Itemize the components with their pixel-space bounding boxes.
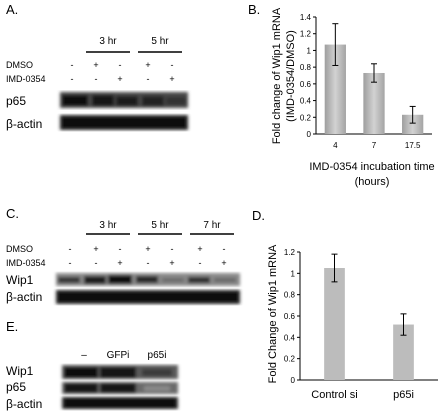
- panel-e-blot-actin: [62, 397, 178, 409]
- panel-c-row-imd: IMD-0354: [6, 258, 46, 268]
- chart-b-category-label: 4: [333, 141, 338, 150]
- panel-a-sign-r0-l3: +: [145, 60, 150, 70]
- panel-a-sign-r0-l2: -: [119, 60, 122, 70]
- chart-d-ytick-label: 1.2: [284, 248, 296, 257]
- panel-a-blot-actin: [60, 115, 188, 130]
- panel-e-label: E.: [6, 319, 18, 334]
- panel-c-blot-label-wip1: Wip1: [6, 273, 34, 287]
- chart-d-ytick-label: 0.2: [284, 355, 296, 364]
- chart-b-category-label: 17.5: [405, 141, 421, 150]
- panel-e-lane-control: –: [81, 350, 87, 361]
- chart-d-ylabel: Fold Change of Wip1 mRNA: [267, 244, 279, 383]
- panel-a-row-imd: IMD-0354: [6, 74, 46, 84]
- panel-c-row-dmso: DMSO: [6, 244, 33, 254]
- panel-e-blot-label-p65: p65: [6, 380, 26, 394]
- panel-e-blot-label-wip1: Wip1: [6, 364, 34, 378]
- chart-b-category-label: 7: [372, 141, 377, 150]
- chart-b-ylabel-line2: (IMD-0354/DMSO): [285, 30, 297, 122]
- chart-b-ytick-label: 0.2: [300, 113, 312, 122]
- chart-b-bar: [363, 72, 385, 134]
- panel-c-sign-r0-l1: +: [93, 244, 98, 254]
- chart-b-ytick-label: 0.6: [300, 80, 312, 89]
- panel-c-sign-r1-l5: -: [199, 258, 202, 268]
- panel-c-blot-wip1: [56, 273, 240, 286]
- chart-d-ytick-label: 0.6: [284, 312, 296, 321]
- panel-e-blot-label-actin: β-actin: [6, 397, 42, 411]
- chart-b-xlabel-line1: IMD-0354 incubation time: [309, 161, 434, 173]
- panel-a-sign-r0-l0: -: [71, 60, 74, 70]
- panel-c-time-7hr: 7 hr: [203, 220, 221, 231]
- panel-e-blot-p65: [62, 382, 178, 394]
- panel-e-blot-wip1: [62, 365, 178, 379]
- chart-d-ytick-label: 1: [291, 269, 296, 278]
- chart-d-bar: [393, 324, 414, 380]
- panel-a-time-5hr: 5 hr: [151, 36, 169, 47]
- chart-b-ylabel-line1: Fold change of Wip1 mRNA: [271, 7, 283, 144]
- panel-a-sign-r1-l3: -: [147, 74, 150, 84]
- chart-d-ytick-label: 0.4: [284, 333, 296, 342]
- chart-d: 0 0.2 0.4 0.6 0.8 1 1.2 Control si p65i Fold Chan…: [267, 244, 438, 401]
- panel-c-sign-r0-l5: +: [197, 244, 202, 254]
- panel-b-label: B.: [248, 2, 260, 17]
- chart-d-ytick-label: 0: [291, 376, 296, 385]
- chart-b-ytick-label: 1.4: [300, 13, 312, 22]
- panel-d: D. 0 0.2 0.4 0.6 0.8 1 1.2 Control si p65i Fold C…: [252, 208, 438, 401]
- panel-a-sign-r1-l0: -: [71, 74, 74, 84]
- panel-c-blot-label-actin: β-actin: [6, 290, 42, 304]
- panel-a: A. 3 hr 5 hr DMSO IMD-0354 - + - + - - - + - + p6…: [6, 2, 188, 131]
- chart-b-ytick-label: 0.8: [300, 63, 312, 72]
- panel-a-blot-label-actin: β-actin: [6, 117, 42, 131]
- panel-c-sign-r1-l4: +: [169, 258, 174, 268]
- panel-e-lane-p65i: p65i: [148, 350, 167, 361]
- panel-a-sign-r1-l2: +: [117, 74, 122, 84]
- panel-c-sign-r0-l4: -: [171, 244, 174, 254]
- panel-c-time-3hr: 3 hr: [99, 220, 117, 231]
- chart-b: 0 0.2 0.4 0.6 0.8 1 1.2 1.4 4 7 17.5 Fold change of…: [271, 7, 435, 188]
- panel-c-time-5hr: 5 hr: [151, 220, 169, 231]
- panel-c-sign-r0-l0: -: [69, 244, 72, 254]
- panel-c-blot-actin: [56, 290, 240, 304]
- chart-b-ytick-label: 1.2: [300, 30, 312, 39]
- panel-e: E. – GFPi p65i Wip1 p65 β-actin: [6, 319, 178, 411]
- chart-b-ytick-label: 0: [307, 130, 312, 139]
- panel-c-signs: - + - + - + - - - + - + - +: [69, 244, 227, 268]
- panel-c-sign-r1-l2: +: [117, 258, 122, 268]
- panel-a-sign-r0-l4: -: [171, 60, 174, 70]
- panel-a-time-3hr: 3 hr: [99, 36, 117, 47]
- panel-c-sign-r1-l3: -: [147, 258, 150, 268]
- chart-d-ytick-label: 0.8: [284, 291, 296, 300]
- panel-a-row-dmso: DMSO: [6, 60, 33, 70]
- chart-b-bar: [324, 44, 346, 135]
- panel-a-sign-r0-l1: +: [93, 60, 98, 70]
- chart-b-xlabel-line2: (hours): [355, 176, 390, 188]
- panel-b: B. 0 0.2 0.4 0.6 0.8 1 1.2 1.4 4 7 17.5 Fold change…: [248, 2, 435, 188]
- panel-c-sign-r1-l1: -: [95, 258, 98, 268]
- chart-b-ytick-label: 0.4: [300, 97, 312, 106]
- panel-c-sign-r0-l3: +: [145, 244, 150, 254]
- panel-a-label: A.: [6, 2, 18, 17]
- chart-b-ytick-label: 1: [307, 46, 312, 55]
- panel-a-sign-r1-l1: -: [95, 74, 98, 84]
- panel-c-sign-r0-l6: -: [223, 244, 226, 254]
- panel-c-label: C.: [6, 206, 19, 221]
- panel-c-sign-r1-l0: -: [69, 258, 72, 268]
- chart-d-bar: [324, 268, 345, 380]
- panel-c-sign-r1-l6: +: [221, 258, 226, 268]
- chart-d-category-label: p65i: [393, 389, 414, 401]
- panel-a-blot-p65: [60, 92, 188, 108]
- panel-a-blot-label-p65: p65: [6, 94, 26, 108]
- panel-c-sign-r0-l2: -: [119, 244, 122, 254]
- chart-d-category-label: Control si: [311, 389, 357, 401]
- panel-e-lane-gfpi: GFPi: [107, 350, 130, 361]
- panel-d-label: D.: [252, 208, 265, 223]
- panel-a-sign-r1-l4: +: [169, 74, 174, 84]
- panel-c: C. 3 hr 5 hr 7 hr DMSO IMD-0354 - + - + - + --…: [6, 206, 240, 304]
- chart-b-bar: [402, 114, 424, 134]
- panel-a-signs: - + - + - - - + - +: [71, 60, 175, 84]
